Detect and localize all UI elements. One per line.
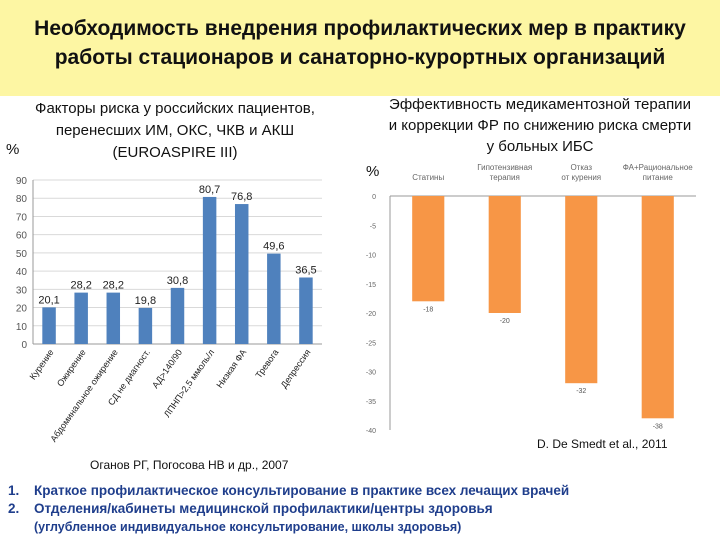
- data-label: -20: [500, 318, 510, 325]
- list-item-number: 1.: [8, 483, 20, 498]
- bar: [42, 307, 56, 344]
- data-label: 28,2: [103, 280, 124, 292]
- y-tick-label: 90: [16, 176, 28, 187]
- y-tick-label: 0: [21, 340, 27, 351]
- data-label: 19,8: [135, 295, 156, 307]
- bar: [106, 292, 121, 344]
- bar: [202, 196, 217, 344]
- page-title-line1: Необходимость внедрения профилактических…: [34, 17, 686, 40]
- y-tick-label: 40: [16, 267, 28, 278]
- x-tick-label: Тревога: [253, 347, 280, 380]
- bar: [234, 204, 249, 344]
- x-tick-label: Гипотензивная терапия: [477, 163, 532, 182]
- right-source-citation: D. De Smedt et al., 2011: [537, 437, 668, 451]
- bar: [170, 287, 185, 344]
- x-tick-label: Ожирение: [55, 347, 88, 388]
- data-label: 76,8: [231, 191, 252, 203]
- list-item-number: 2.: [8, 501, 20, 516]
- data-label: 30,8: [167, 275, 188, 287]
- bar: [565, 196, 598, 384]
- right-bar-chart: 0 -5 -10 -15 -20 -25 -30 -35 -40 -18 Статины -20 Гип…: [366, 163, 696, 435]
- y-tick-label: 80: [16, 194, 28, 205]
- right-unit-label: %: [366, 163, 380, 180]
- left-source-citation: Оганов РГ, Погосова НВ и др., 2007: [90, 458, 289, 472]
- y-tick-label: 0: [372, 194, 376, 201]
- data-label: 28,2: [70, 280, 91, 292]
- x-tick-label: АД>140/90: [150, 347, 184, 390]
- bar: [74, 292, 88, 344]
- x-tick-label: Отказ от курения: [561, 163, 601, 182]
- data-label: 20,1: [38, 294, 59, 306]
- y-tick-label: 10: [16, 322, 28, 333]
- bar: [267, 253, 281, 344]
- y-tick-label: -35: [366, 399, 376, 406]
- data-label: 80,7: [199, 184, 220, 196]
- x-tick-label: Курение: [28, 347, 56, 381]
- bar: [641, 196, 674, 419]
- data-label: -18: [423, 306, 433, 313]
- y-tick-label: -5: [370, 223, 376, 230]
- left-heading-line1: Факторы риска у российских пациентов,: [35, 100, 315, 117]
- left-bar-chart: 0 10 20 30 40 50 60 70 80 90 20,1 Курение 28,2 Ожирен…: [16, 176, 322, 444]
- data-label: -32: [576, 388, 586, 395]
- data-label: 36,5: [295, 264, 316, 276]
- x-tick-label: Статины: [412, 173, 444, 182]
- y-tick-label: -25: [366, 340, 376, 347]
- list-item-text: Отделения/кабинеты медицинской профилакт…: [34, 501, 493, 516]
- y-tick-label: -15: [366, 282, 376, 289]
- page-title-line2: работы стационаров и санаторно-курортных…: [54, 46, 666, 69]
- title-band: Необходимость внедрения профилактических…: [0, 0, 720, 96]
- y-tick-label: 70: [16, 212, 28, 223]
- right-heading-line3: у больных ИБС: [486, 138, 594, 155]
- page-title: Необходимость внедрения профилактических…: [10, 14, 710, 72]
- y-tick-label: -20: [366, 311, 376, 318]
- left-heading-line2: перенесших ИМ, ОКС, ЧКВ и АКШ: [55, 122, 295, 139]
- x-tick-label: Депрессия: [279, 347, 313, 390]
- left-unit-label: %: [6, 141, 20, 158]
- left-heading-line3: (EUROASPIRE III): [112, 144, 238, 161]
- list-item: 2. Отделения/кабинеты медицинской профила…: [8, 500, 718, 518]
- list-item-text: Краткое профилактическое консультировани…: [34, 483, 570, 498]
- y-tick-label: 30: [16, 285, 28, 296]
- right-chart-heading: Эффективность медикаментозной терапии и …: [360, 94, 720, 157]
- data-label: 49,6: [263, 241, 284, 253]
- bar: [412, 196, 445, 302]
- x-tick-label: Низкая ФА: [214, 347, 248, 389]
- right-heading-line1: Эффективность медикаментозной терапии: [389, 96, 691, 113]
- list-item: 1. Краткое профилактическое консультирова…: [8, 482, 718, 500]
- y-tick-label: -10: [366, 253, 376, 260]
- y-tick-label: 20: [16, 304, 28, 315]
- right-heading-line2: и коррекции ФР по снижению риска смерти: [388, 117, 692, 134]
- left-chart-heading: Факторы риска у российских пациентов, пе…: [0, 98, 350, 164]
- data-label: -38: [653, 423, 663, 430]
- bar: [299, 277, 313, 344]
- y-tick-label: 60: [16, 231, 28, 242]
- x-tick-label: ФА+Рациональное питание: [623, 163, 694, 182]
- list-item-subtext: (углубленное индивидуальное консультиров…: [34, 520, 462, 534]
- y-tick-label: -30: [366, 370, 376, 377]
- recommendations-list: 1. Краткое профилактическое консультирова…: [8, 482, 718, 536]
- bar: [138, 307, 153, 344]
- y-tick-label: 50: [16, 249, 28, 260]
- y-tick-label: -40: [366, 428, 376, 435]
- bar: [488, 196, 521, 313]
